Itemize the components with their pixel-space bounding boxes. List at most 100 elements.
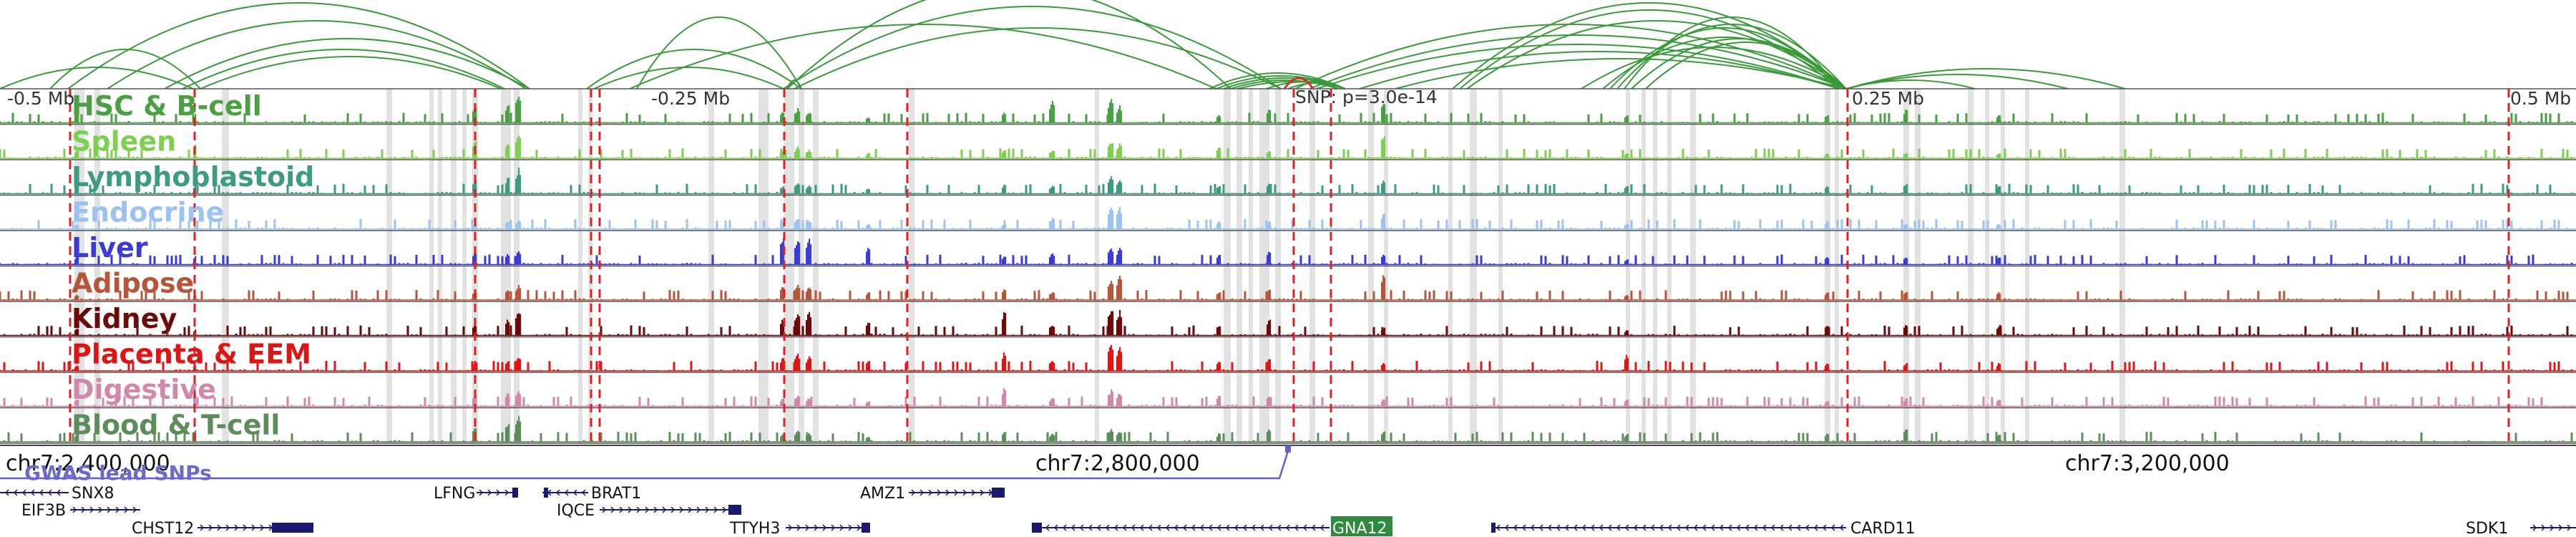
gene-strand-arrows: [788, 524, 862, 531]
track-signal-peak: [1005, 313, 1007, 336]
track-signal-peak: [809, 433, 811, 442]
interaction-arc: [593, 67, 784, 90]
track-signal-peak: [1999, 400, 2001, 407]
track-signal-peak: [1053, 326, 1055, 336]
track-signal-peak: [1111, 207, 1113, 229]
track-signal-peak: [1906, 110, 1908, 123]
track-signal-peak: [472, 327, 474, 336]
track-signal-peak: [1053, 399, 1055, 407]
track-signal-peak: [1828, 292, 1830, 300]
track-signal-peak: [1267, 254, 1269, 265]
track-signal-noise: [0, 219, 2573, 229]
track-signal-peak: [1626, 115, 1628, 123]
track-signal-peak: [1381, 282, 1383, 300]
track-signal-peak: [869, 437, 871, 442]
signal-tracks: [0, 88, 2576, 444]
track-signal-peak: [474, 107, 476, 123]
track-signal-peak: [474, 324, 476, 336]
track-signal-peak: [1996, 225, 1999, 229]
track-signal-peak: [1905, 110, 1907, 123]
track-signal-peak: [1119, 309, 1121, 336]
track-signal-peak: [472, 364, 474, 371]
track-signal-peak: [1049, 257, 1051, 265]
track-signal-peak: [1825, 155, 1827, 158]
track-signal-peak: [809, 311, 811, 336]
track-signal-peak: [1119, 105, 1121, 123]
track-signal-peak: [1119, 143, 1121, 158]
track-signal-peak: [781, 242, 784, 265]
track-signal-peak: [1825, 117, 1827, 123]
track-signal-noise: [0, 432, 2573, 442]
gene-label: TTYH3: [729, 520, 780, 537]
track-signal-peak: [1002, 358, 1004, 371]
track-label: HSC & B-cell: [72, 90, 262, 122]
interaction-arc: [1294, 24, 1847, 90]
track-signal-peak: [1109, 144, 1111, 158]
track-signal-peak: [1109, 394, 1111, 407]
track-signal-peak: [1826, 401, 1828, 407]
genome-axis: chr7:2,400,000 chr7:2,800,000 chr7:3,200…: [0, 445, 2576, 476]
track-signal-peak: [1627, 357, 1629, 371]
track-signal-peak: [1218, 115, 1220, 123]
track-signal-peak: [1109, 250, 1111, 265]
interaction-arc: [629, 24, 1217, 90]
track-signal-peak: [193, 396, 195, 407]
track-signal-peak: [1108, 182, 1110, 194]
track-signal-peak: [518, 168, 520, 194]
track-signal-peak: [866, 437, 868, 442]
track-signal-peak: [1121, 110, 1123, 123]
track-signal-peak: [1269, 319, 1272, 336]
interaction-arc: [1452, 2, 1847, 90]
axis-tick-label-3: chr7:3,200,000: [2065, 451, 2230, 476]
interaction-arc: [200, 56, 502, 90]
track-signal-peak: [866, 225, 868, 229]
track-signal-peak: [472, 256, 474, 265]
track-signal-peak: [1002, 188, 1004, 194]
track-signal-peak: [1218, 255, 1220, 265]
track-signal-peak: [869, 401, 871, 407]
track-signal-peak: [780, 436, 782, 442]
track-signal-peak: [518, 135, 520, 158]
track-signal-peak: [505, 147, 507, 158]
track-signal-peak: [809, 356, 811, 371]
track-signal-peak: [515, 223, 517, 229]
track-signal-peak: [1002, 115, 1004, 123]
track-signal-peak: [1116, 285, 1118, 300]
track-signal-peak: [1219, 116, 1221, 123]
track-signal-peak: [507, 145, 509, 158]
track-signal-peak: [1112, 251, 1114, 265]
track-signal-peak: [1382, 362, 1385, 371]
track-signal-peak: [1998, 223, 2000, 229]
track-signal-peak: [809, 112, 811, 123]
track-signal-peak: [867, 153, 869, 158]
track-signal-peak: [1050, 221, 1053, 229]
track-signal-peak: [783, 399, 785, 407]
track-signal-peak: [1626, 354, 1628, 371]
track-signal-peak: [1002, 394, 1004, 407]
track-signal-peak: [519, 288, 522, 300]
track-signal-peak: [1825, 294, 1827, 300]
track-signal-peak: [1626, 260, 1628, 265]
gene-exon: [544, 488, 548, 498]
track-signal-peak: [1005, 114, 1007, 123]
track-signal-peak: [1052, 397, 1054, 407]
track-signal-peak: [74, 296, 77, 300]
gene-strand-arrows: [4, 489, 61, 496]
track: [0, 159, 2576, 195]
track-signal-peak: [74, 185, 77, 194]
track-signal-peak: [76, 294, 78, 300]
gene-exon: [1032, 523, 1042, 533]
track-signal-peak: [505, 291, 507, 300]
track-signal-peak: [1121, 432, 1123, 442]
track-signal-peak: [519, 253, 522, 265]
track-signal-peak: [518, 220, 520, 229]
interaction-arc: [1395, 58, 1847, 90]
snp-label: SNP: p=3.0e-14: [1295, 87, 1438, 107]
track-signal-peak: [507, 106, 509, 123]
track-signal-peak: [508, 361, 510, 371]
track-signal-peak: [1112, 210, 1114, 229]
track-signal-peak: [1381, 256, 1383, 265]
track-signal-peak: [77, 224, 79, 229]
track-signal-peak: [1626, 295, 1628, 300]
track-signal-peak: [1267, 432, 1269, 442]
